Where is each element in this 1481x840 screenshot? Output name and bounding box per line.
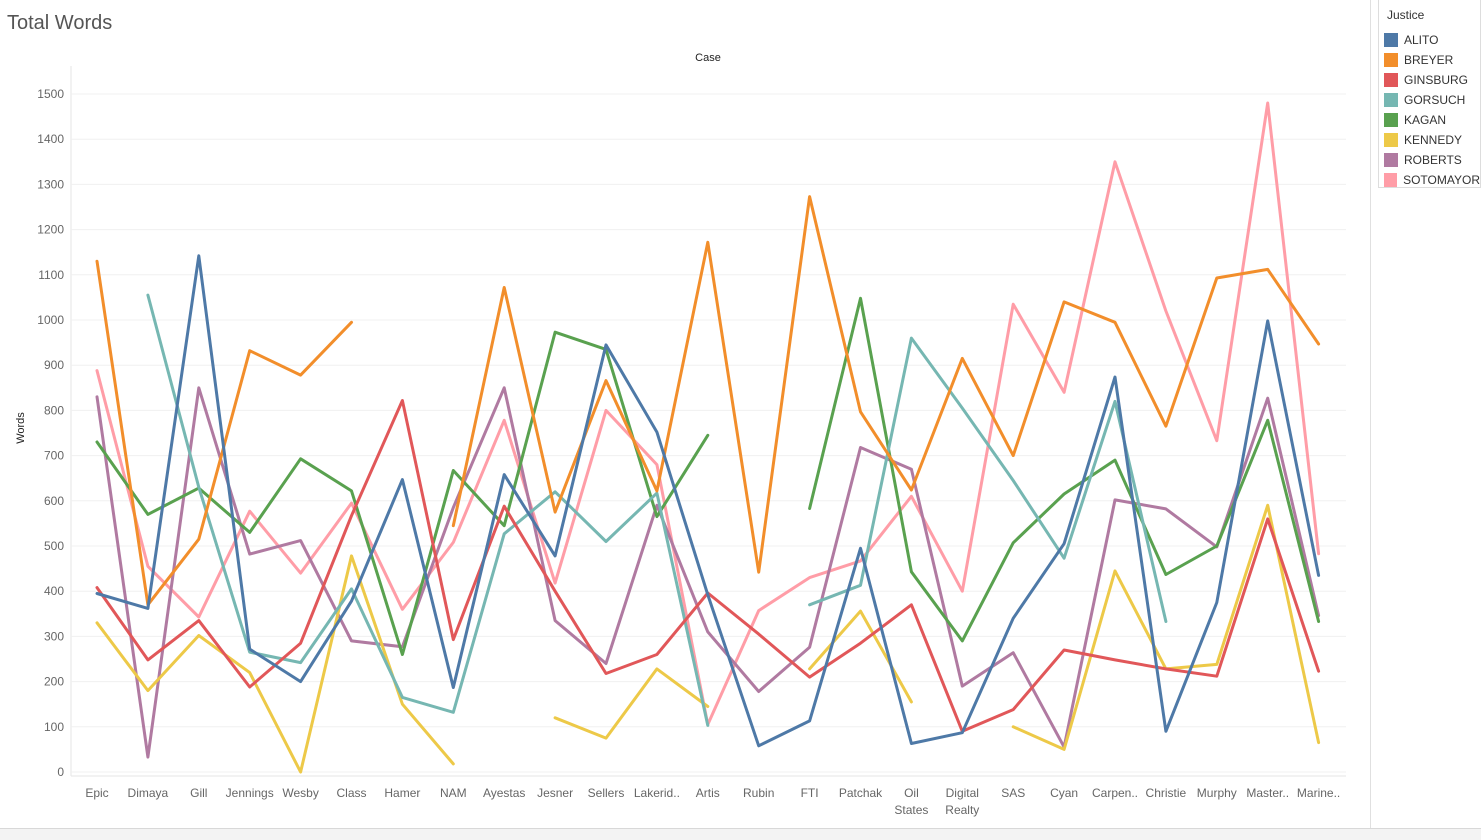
legend-item-kagan[interactable]: KAGAN — [1379, 110, 1480, 130]
legend-label: KAGAN — [1404, 113, 1447, 127]
series-line-breyer — [451, 195, 1321, 574]
x-tick-label: Murphy — [1197, 786, 1237, 800]
series-line-gorsuch — [146, 293, 710, 727]
x-tick-label: Lakerid.. — [634, 786, 680, 800]
bottom-scroll-bar[interactable] — [0, 828, 1481, 840]
y-tick-label: 900 — [44, 358, 64, 372]
legend-label: BREYER — [1404, 53, 1454, 67]
x-tick-label: Epic — [85, 786, 108, 800]
legend-swatch — [1384, 133, 1398, 147]
legend-label: GINSBURG — [1404, 73, 1469, 87]
legend-label: GORSUCH — [1404, 93, 1466, 107]
y-tick-label: 600 — [44, 494, 64, 508]
legend-swatch — [1384, 153, 1398, 167]
legend-swatch — [1384, 93, 1398, 107]
series-line-kennedy — [808, 609, 913, 704]
y-tick-label: 1500 — [37, 87, 64, 101]
page-title: Total Words — [7, 12, 113, 34]
x-tick-label: Christie — [1146, 786, 1187, 800]
x-tick-label: Hamer — [384, 786, 420, 800]
legend-swatch — [1384, 33, 1398, 47]
series-line-roberts — [95, 386, 1321, 759]
legend-item-gorsuch[interactable]: GORSUCH — [1379, 90, 1480, 110]
x-tick-label: Rubin — [743, 786, 774, 800]
x-tick-label: Digital — [946, 786, 979, 800]
legend-item-kennedy[interactable]: KENNEDY — [1379, 130, 1480, 150]
y-tick-label: 100 — [44, 720, 64, 734]
y-tick-label: 1400 — [37, 132, 64, 146]
legend-label: ROBERTS — [1404, 153, 1462, 167]
series-line-alito — [95, 254, 1321, 748]
legend-item-sotomayor[interactable]: SOTOMAYOR — [1379, 170, 1480, 190]
series-line-gorsuch — [808, 336, 1168, 623]
legend-item-ginsburg[interactable]: GINSBURG — [1379, 70, 1480, 90]
x-tick-label: States — [894, 803, 928, 817]
y-tick-label: 1300 — [37, 177, 64, 191]
legend-label: KENNEDY — [1404, 133, 1463, 147]
x-tick-label: Carpen.. — [1092, 786, 1138, 800]
legend-items: ALITO BREYER GINSBURG GORSUCH KAGAN KENNEDY RO… — [1379, 30, 1480, 190]
legend-item-alito[interactable]: ALITO — [1379, 30, 1480, 50]
x-tick-label: Dimaya — [128, 786, 169, 800]
x-tick-label: Jennings — [226, 786, 274, 800]
y-tick-label: 700 — [44, 449, 64, 463]
y-tick-label: 0 — [57, 765, 64, 779]
legend-swatch — [1384, 113, 1398, 127]
y-tick-label: 1100 — [38, 268, 64, 282]
x-tick-label: Realty — [945, 803, 979, 817]
legend-item-breyer[interactable]: BREYER — [1379, 50, 1480, 70]
x-tick-label: Oil — [904, 786, 919, 800]
legend[interactable]: Justice ALITO BREYER GINSBURG GORSUCH KAGAN K… — [1378, 0, 1481, 188]
legend-title: Justice — [1387, 8, 1425, 22]
series-line-kennedy — [553, 667, 710, 740]
x-tick-label: SAS — [1001, 786, 1025, 800]
y-tick-label: 1000 — [37, 313, 64, 327]
chart-title: Case — [695, 52, 721, 64]
x-tick-label: Patchak — [839, 786, 883, 800]
y-tick-label: 200 — [44, 675, 64, 689]
x-tick-label: Gill — [190, 786, 207, 800]
y-axis-title: Words — [15, 412, 27, 444]
y-tick-label: 300 — [44, 629, 64, 643]
x-tick-label: Wesby — [282, 786, 318, 800]
legend-swatch — [1384, 173, 1398, 187]
series-line-kennedy — [1011, 503, 1321, 751]
legend-label: ALITO — [1404, 33, 1439, 47]
x-tick-label: Sellers — [588, 786, 625, 800]
x-tick-label: Cyan — [1050, 786, 1078, 800]
line-chart: 0 100 200 300 400 500 600 700 800 900 1000 1100 1200… — [15, 52, 1346, 817]
pane-divider — [1370, 0, 1371, 828]
legend-label: SOTOMAYOR — [1403, 173, 1480, 187]
x-tick-label: Jesner — [537, 786, 573, 800]
x-tick-label: FTI — [801, 786, 819, 800]
x-tick-label: Ayestas — [483, 786, 525, 800]
x-tick-label: Marine.. — [1297, 786, 1340, 800]
x-tick-label: Master.. — [1246, 786, 1289, 800]
x-tick-label: Class — [336, 786, 366, 800]
y-tick-label: 400 — [44, 584, 64, 598]
y-tick-label: 1200 — [37, 223, 64, 237]
legend-swatch — [1384, 53, 1398, 67]
legend-swatch — [1384, 73, 1398, 87]
x-tick-label: NAM — [440, 786, 467, 800]
y-tick-label: 500 — [44, 539, 64, 553]
y-tick-label: 800 — [44, 403, 64, 417]
legend-item-roberts[interactable]: ROBERTS — [1379, 150, 1480, 170]
x-tick-label: Artis — [696, 786, 720, 800]
